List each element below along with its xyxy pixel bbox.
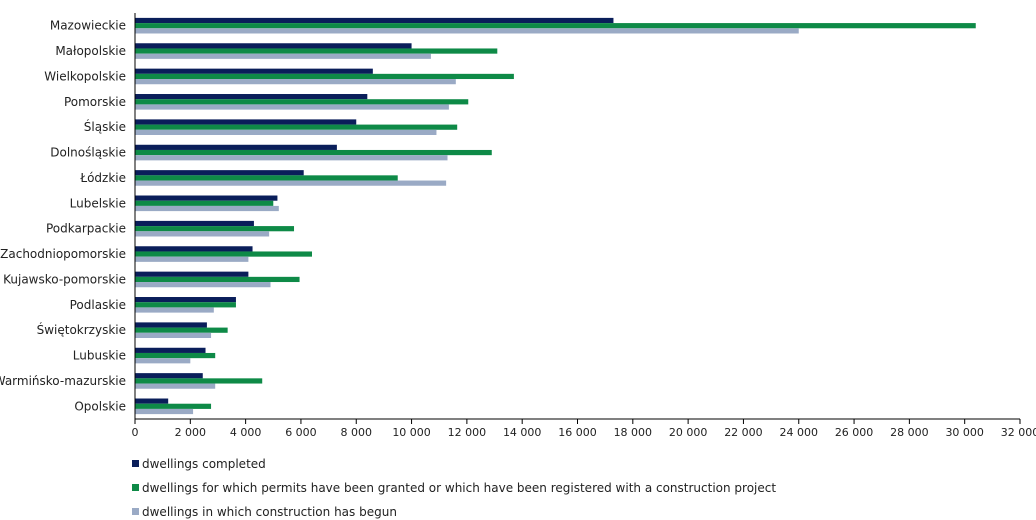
x-tick-label-15: 28 000 [890, 426, 929, 439]
bar-2-10 [135, 251, 312, 257]
legend-label-1: dwellings completed [142, 457, 266, 471]
legend-swatch-2 [132, 484, 139, 491]
bar-2-13 [135, 327, 228, 333]
bar-3-6 [135, 155, 448, 161]
x-tick-label-12: 22 000 [724, 426, 763, 439]
category-label-13: Świętokrzyskie [37, 322, 126, 337]
category-label-14: Lubuskie [73, 349, 126, 363]
x-tick-label-9: 16 000 [558, 426, 597, 439]
bar-1-13 [135, 322, 207, 328]
category-label-7: Łódzkie [79, 171, 126, 185]
bar-3-4 [135, 104, 449, 110]
bar-1-9 [135, 220, 254, 227]
bar-2-12 [135, 302, 236, 308]
category-label-3: Wielkopolskie [44, 69, 126, 83]
bar-3-11 [135, 282, 271, 288]
legend-swatch-3 [132, 508, 139, 515]
bar-3-15 [135, 383, 216, 389]
bar-2-1 [135, 23, 976, 29]
legend-label-2: dwellings for which permits have been gr… [142, 481, 776, 495]
bar-3-13 [135, 332, 212, 338]
bar-1-2 [135, 43, 412, 49]
x-tick-label-2: 2 000 [175, 426, 207, 439]
category-label-6: Dolnośląskie [50, 146, 126, 160]
bar-3-3 [135, 79, 456, 85]
bar-1-11 [135, 271, 249, 277]
x-tick-label-6: 10 000 [392, 426, 431, 439]
x-tick-label-16: 30 000 [945, 426, 984, 439]
x-tick-label-8: 14 000 [503, 426, 542, 439]
bar-2-15 [135, 378, 263, 384]
bar-2-6 [135, 149, 492, 156]
category-label-10: Zachodniopomorskie [0, 247, 126, 261]
bar-3-8 [135, 205, 279, 212]
bar-1-16 [135, 398, 169, 404]
bar-3-1 [135, 28, 799, 34]
category-label-9: Podkarpackie [46, 222, 126, 236]
category-label-12: Podlaskie [70, 298, 126, 312]
bar-1-4 [135, 94, 368, 100]
bar-3-16 [135, 408, 194, 415]
bar-2-2 [135, 48, 498, 54]
bar-3-12 [135, 307, 214, 313]
bar-2-16 [135, 403, 212, 409]
x-tick-label-14: 26 000 [835, 426, 874, 439]
category-label-16: Opolskie [74, 399, 126, 413]
legend-label-3: dwellings in which construction has begu… [142, 505, 397, 519]
bar-3-5 [135, 129, 437, 135]
x-tick-label-13: 24 000 [780, 426, 819, 439]
category-label-15: Warmińsko-mazurskie [0, 374, 126, 388]
bar-1-3 [135, 68, 373, 74]
bar-2-4 [135, 99, 469, 105]
bar-1-7 [135, 170, 304, 176]
x-tick-label-17: 32 000 [1001, 426, 1036, 439]
bar-2-11 [135, 276, 300, 283]
x-tick-label-10: 18 000 [614, 426, 653, 439]
bar-2-7 [135, 175, 398, 181]
category-label-2: Małopolskie [55, 44, 126, 58]
category-label-5: Śląskie [84, 119, 126, 134]
bar-2-9 [135, 226, 295, 232]
x-tick-label-1: 0 [132, 426, 139, 439]
x-tick-label-7: 12 000 [448, 426, 487, 439]
legend-swatch-1 [132, 460, 139, 467]
bar-1-15 [135, 373, 203, 379]
category-label-1: Mazowieckie [50, 19, 126, 33]
bar-2-8 [135, 200, 274, 206]
bar-1-14 [135, 347, 206, 353]
bar-2-14 [135, 352, 216, 359]
category-label-8: Lubelskie [70, 196, 126, 210]
bar-1-8 [135, 195, 278, 201]
x-tick-label-11: 20 000 [669, 426, 708, 439]
x-tick-label-3: 4 000 [230, 426, 262, 439]
category-label-4: Pomorskie [64, 95, 126, 109]
bar-1-6 [135, 144, 337, 150]
bar-3-14 [135, 358, 191, 364]
bar-2-3 [135, 73, 514, 80]
bar-1-12 [135, 297, 236, 303]
bar-1-5 [135, 119, 357, 125]
bar-2-5 [135, 124, 458, 130]
category-label-11: Kujawsko-pomorskie [3, 272, 126, 286]
bar-1-10 [135, 246, 253, 252]
bar-3-9 [135, 231, 270, 237]
x-tick-label-5: 8 000 [341, 426, 373, 439]
bar-3-7 [135, 180, 447, 186]
bar-3-2 [135, 53, 431, 59]
x-tick-label-4: 6 000 [285, 426, 317, 439]
bar-3-10 [135, 256, 249, 262]
bar-1-1 [135, 17, 614, 24]
